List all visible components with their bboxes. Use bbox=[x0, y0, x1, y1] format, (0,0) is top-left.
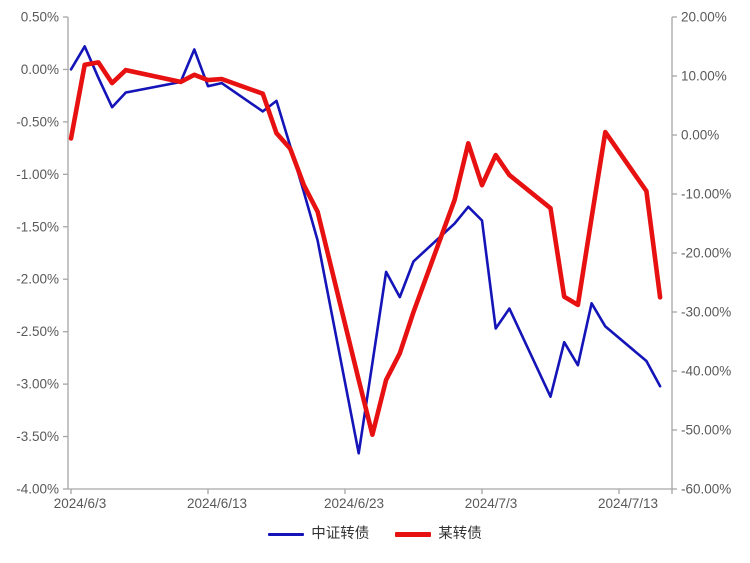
legend-line-swatch-red bbox=[395, 531, 432, 537]
y-left-tick-label: 0.00% bbox=[21, 62, 59, 77]
y-right-tick-label: 0.00% bbox=[681, 128, 719, 143]
legend-item-target-convertible: 某转债 bbox=[395, 527, 482, 542]
legend-label-csi-convertible: 中证转债 bbox=[311, 526, 370, 542]
y-right-tick-label: -30.00% bbox=[681, 305, 731, 320]
y-left-tick-label: -2.50% bbox=[16, 324, 59, 339]
y-left-tick-label: -4.00% bbox=[16, 482, 59, 497]
series-line-csi-convertible bbox=[69, 45, 662, 455]
y-left-tick-label: -2.00% bbox=[16, 272, 59, 287]
y-right-tick-label: 20.00% bbox=[681, 10, 727, 25]
y-right-tick-label: 10.00% bbox=[681, 69, 727, 84]
legend-item-csi-convertible: 中证转债 bbox=[268, 527, 369, 542]
x-tick-label: 2024/6/3 bbox=[54, 496, 107, 511]
x-tick-label: 2024/7/3 bbox=[465, 496, 518, 511]
y-left-tick-label: -1.00% bbox=[16, 167, 59, 182]
x-tick-label: 2024/7/13 bbox=[598, 496, 658, 511]
x-tick-label: 2024/6/13 bbox=[187, 496, 247, 511]
y-right-tick-label: -40.00% bbox=[681, 364, 731, 379]
y-right-tick-label: -10.00% bbox=[681, 187, 731, 202]
y-right-tick-label: -20.00% bbox=[681, 246, 731, 261]
y-left-tick-label: -1.50% bbox=[16, 219, 59, 234]
chart-legend: 中证转债 某转债 bbox=[0, 527, 750, 542]
y-left-tick-label: -0.50% bbox=[16, 114, 59, 129]
series-line-target-convertible bbox=[68, 60, 663, 438]
y-right-tick-label: -50.00% bbox=[681, 423, 731, 438]
y-left-tick-label: 0.50% bbox=[21, 10, 59, 25]
legend-label-target-convertible: 某转债 bbox=[438, 526, 482, 542]
y-left-tick-label: -3.00% bbox=[16, 377, 59, 392]
legend-line-swatch-blue bbox=[268, 532, 305, 536]
y-right-tick-label: -60.00% bbox=[681, 482, 731, 497]
y-left-tick-label: -3.50% bbox=[16, 429, 59, 444]
x-tick-label: 2024/6/23 bbox=[324, 496, 384, 511]
